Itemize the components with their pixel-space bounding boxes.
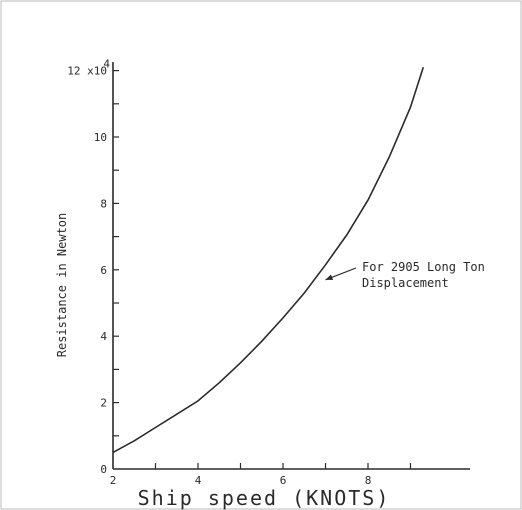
x-tick-label: 6 bbox=[280, 474, 287, 487]
y-tick-label: 2 bbox=[100, 397, 107, 410]
resistance-curve bbox=[112, 67, 425, 454]
x-tick-label: 8 bbox=[365, 474, 372, 487]
y-axis-label: Resistance in Newton bbox=[55, 213, 69, 358]
x-ticks: 2 4 6 8 bbox=[110, 463, 412, 487]
x-axis-label: Ship speed (KNOTS) bbox=[138, 486, 391, 510]
y-tick-exponent: 4 bbox=[103, 58, 110, 71]
annotation-arrowhead bbox=[325, 274, 334, 281]
x-tick-label: 2 bbox=[110, 474, 117, 487]
annotation-line-2: Displacement bbox=[362, 276, 449, 290]
y-tick-label: 10 bbox=[94, 131, 107, 144]
y-tick-label: 8 bbox=[100, 197, 107, 210]
y-tick-label: 6 bbox=[100, 264, 107, 277]
y-tick-label: 4 bbox=[100, 330, 107, 343]
y-tick-label: 12 x10 bbox=[67, 65, 107, 78]
annotation-line-1: For 2905 Long Ton bbox=[362, 260, 485, 274]
y-tick-label: 0 bbox=[100, 463, 107, 476]
x-tick-label: 4 bbox=[195, 474, 202, 487]
